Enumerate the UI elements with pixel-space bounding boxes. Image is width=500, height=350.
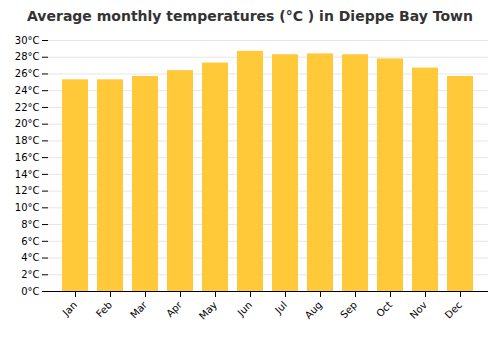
svg-text:Apr: Apr — [164, 299, 185, 320]
svg-text:26°C: 26°C — [15, 68, 40, 79]
svg-text:Oct: Oct — [374, 299, 394, 319]
svg-text:12°C: 12°C — [15, 185, 40, 196]
svg-text:30°C: 30°C — [15, 35, 40, 46]
svg-text:2°C: 2°C — [21, 269, 39, 280]
svg-text:Jul: Jul — [272, 299, 289, 316]
svg-text:Feb: Feb — [94, 299, 114, 319]
svg-text:8°C: 8°C — [21, 219, 39, 230]
svg-text:6°C: 6°C — [21, 236, 39, 247]
svg-text:14°C: 14°C — [15, 169, 40, 180]
svg-text:Jan: Jan — [60, 299, 79, 318]
svg-text:Mar: Mar — [128, 299, 150, 321]
svg-text:0°C: 0°C — [21, 286, 39, 297]
svg-text:Jun: Jun — [235, 299, 255, 319]
svg-text:10°C: 10°C — [15, 202, 40, 213]
svg-text:Nov: Nov — [408, 299, 430, 321]
svg-text:4°C: 4°C — [21, 252, 39, 263]
svg-text:18°C: 18°C — [15, 135, 40, 146]
svg-text:Dec: Dec — [443, 299, 464, 320]
svg-text:Aug: Aug — [303, 299, 325, 321]
html-text:Average monthly temperatures (: Average monthly temperatures (°C ) in Di… — [27, 8, 473, 24]
svg-text:28°C: 28°C — [15, 51, 40, 62]
svg-text:20°C: 20°C — [15, 118, 40, 129]
svg-text:Sep: Sep — [338, 299, 359, 320]
svg-text:22°C: 22°C — [15, 102, 40, 113]
svg-text:24°C: 24°C — [15, 85, 40, 96]
svg-text:May: May — [197, 299, 219, 321]
svg-text:16°C: 16°C — [15, 152, 40, 163]
